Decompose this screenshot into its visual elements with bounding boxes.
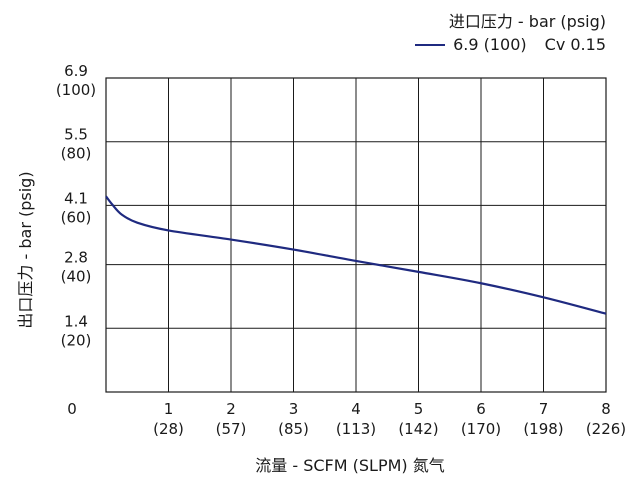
- plot-frame: [105, 77, 607, 393]
- y-tick-sublabel: (40): [61, 268, 92, 286]
- x-tick-label: 8: [601, 400, 611, 418]
- x-tick-sublabel: (226): [586, 420, 626, 438]
- y-axis-label: 出口压力 - bar (psig): [16, 171, 35, 329]
- legend-swatch: [415, 43, 446, 46]
- x-tick-sublabel: (170): [461, 420, 501, 438]
- legend-title: 进口压力 - bar (psig): [448, 12, 606, 31]
- legend-series-label: 6.9 (100): [453, 35, 527, 54]
- x-tick-label: 4: [351, 400, 361, 418]
- x-tick-label: 7: [539, 400, 549, 418]
- series-line: [105, 195, 607, 315]
- y-tick-sublabel: (100): [56, 81, 96, 99]
- x-tick-sublabel: (113): [336, 420, 376, 438]
- y-tick-label: 4.1: [64, 189, 88, 207]
- y-tick-label: 5.5: [64, 126, 88, 144]
- y-tick-sublabel: (60): [61, 208, 92, 226]
- x-tick-label: 5: [414, 400, 424, 418]
- y-tick-label: 2.8: [64, 249, 88, 267]
- x-tick-sublabel: (85): [278, 420, 309, 438]
- x-tick-sublabel: (198): [523, 420, 563, 438]
- legend-entry: 6.9 (100) Cv 0.15: [415, 35, 606, 54]
- x-tick-label: 6: [476, 400, 486, 418]
- x-tick-sublabel: (57): [216, 420, 247, 438]
- x-tick-label: 2: [226, 400, 236, 418]
- x-tick-sublabel: (142): [398, 420, 438, 438]
- y-tick-sublabel: (20): [61, 331, 92, 349]
- y-tick-label: 6.9: [64, 62, 88, 80]
- y-tick-label: 1.4: [64, 312, 88, 330]
- x-tick-label: 3: [289, 400, 299, 418]
- y-tick-sublabel: (80): [61, 145, 92, 163]
- x-axis-label: 流量 - SCFM (SLPM) 氮气: [255, 456, 445, 475]
- x-tick-label: 0: [67, 400, 77, 418]
- x-tick-label: 1: [164, 400, 174, 418]
- x-tick-sublabel: (28): [153, 420, 184, 438]
- legend-cv-label: Cv 0.15: [544, 35, 606, 54]
